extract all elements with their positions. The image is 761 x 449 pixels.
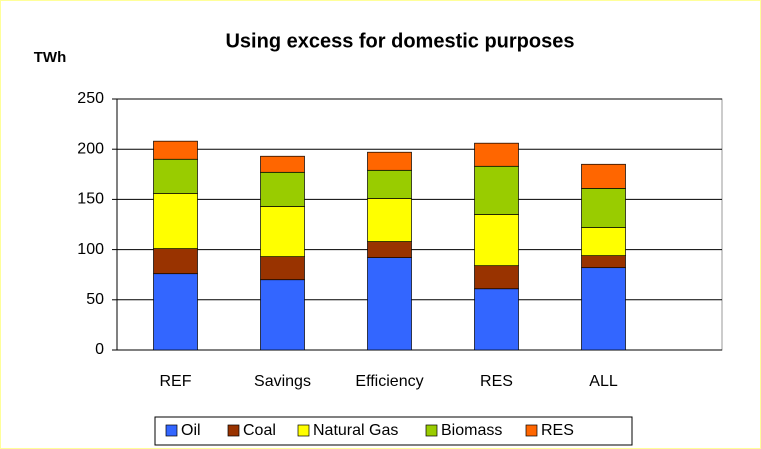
y-tick-label: 200 <box>77 140 104 157</box>
bar-segment <box>367 198 412 242</box>
bar-segment <box>153 158 198 194</box>
legend-swatch <box>425 424 438 437</box>
legend-swatch <box>227 424 240 437</box>
bar-segment <box>581 255 626 269</box>
bar-segment <box>367 151 412 171</box>
y-tick-label: 0 <box>95 341 104 358</box>
legend-label: RES <box>541 422 574 439</box>
bar-segment <box>581 163 626 189</box>
bar-segment <box>260 279 305 351</box>
x-tick-label: Efficiency <box>355 373 423 390</box>
legend-label: Oil <box>181 422 201 439</box>
legend-swatch <box>165 424 178 437</box>
legend-swatch <box>297 424 310 437</box>
legend-label: Biomass <box>441 422 502 439</box>
y-axis-label: TWh <box>34 49 66 66</box>
bar-segment <box>581 267 626 351</box>
bar-segment <box>260 206 305 257</box>
y-tick-label: 150 <box>77 191 104 208</box>
bar-segment <box>474 288 519 351</box>
bar-segment <box>260 155 305 173</box>
bar-segment <box>367 241 412 258</box>
x-tick-label: Savings <box>254 373 311 390</box>
bar-segment <box>153 140 198 160</box>
bar-segment <box>367 169 412 199</box>
x-tick-label: REF <box>160 373 192 390</box>
bar-segment <box>260 256 305 281</box>
legend-label: Coal <box>243 422 276 439</box>
bar-segment <box>153 273 198 351</box>
bar-segment <box>260 171 305 207</box>
bar-segment <box>581 227 626 256</box>
bar-segment <box>474 265 519 290</box>
bar-segment <box>153 248 198 275</box>
bar-segment <box>367 257 412 351</box>
bar-segment <box>581 188 626 228</box>
bar-segment <box>474 142 519 167</box>
y-tick-label: 100 <box>77 241 104 258</box>
x-tick-label: RES <box>480 373 513 390</box>
chart-title: Using excess for domestic purposes <box>225 30 574 52</box>
y-tick-label: 50 <box>86 291 104 308</box>
bar-segment <box>474 165 519 215</box>
legend-swatch <box>525 424 538 437</box>
bar-segment <box>474 214 519 267</box>
legend-label: Natural Gas <box>313 422 398 439</box>
y-tick-label: 250 <box>77 90 104 107</box>
bar-segment <box>153 193 198 249</box>
x-tick-label: ALL <box>589 373 618 390</box>
